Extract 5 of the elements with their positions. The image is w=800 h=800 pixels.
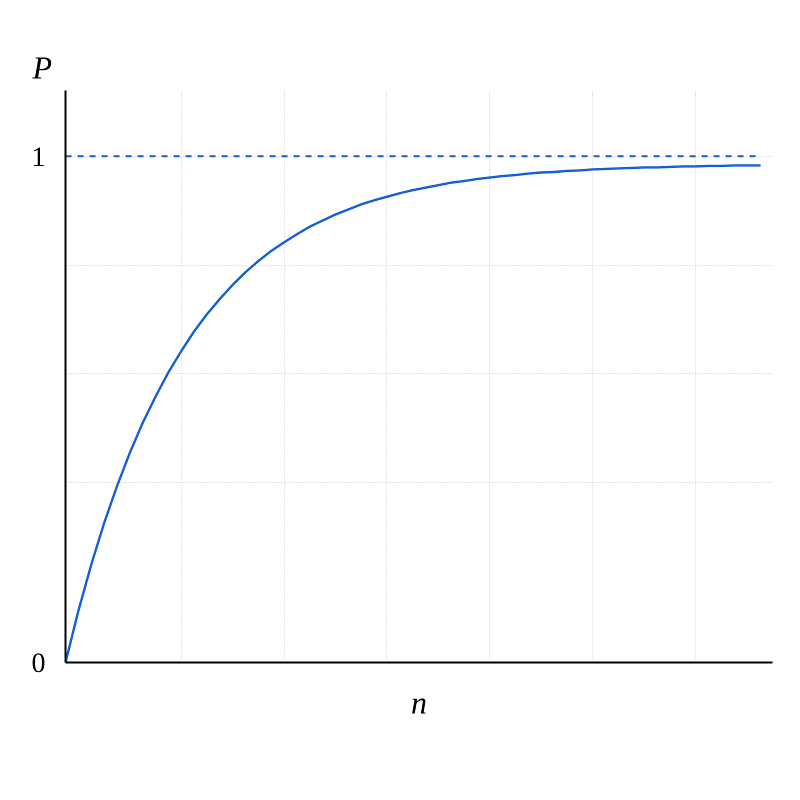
line-series bbox=[66, 164, 761, 662]
y-axis-title: P bbox=[32, 50, 52, 86]
y-tick-label: 0 bbox=[32, 648, 46, 679]
x-axis-title: n bbox=[411, 684, 427, 720]
y-tick-label: 1 bbox=[32, 142, 46, 173]
